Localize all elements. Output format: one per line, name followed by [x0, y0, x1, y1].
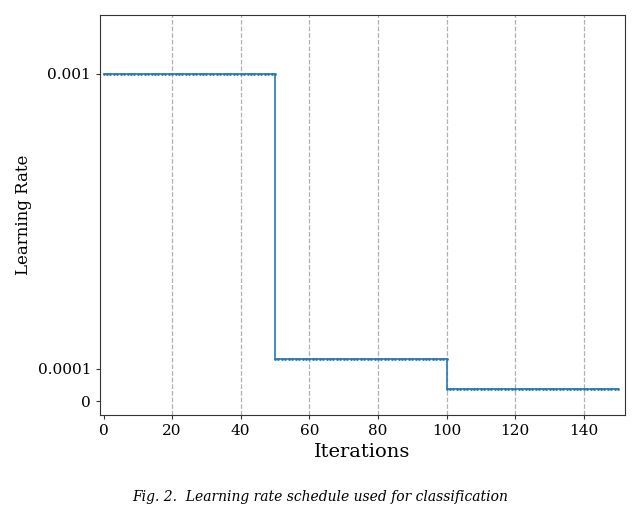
Text: Fig. 2.  Learning rate schedule used for classification: Fig. 2. Learning rate schedule used for …	[132, 489, 508, 504]
X-axis label: Iterations: Iterations	[314, 443, 411, 461]
Y-axis label: Learning Rate: Learning Rate	[15, 155, 32, 275]
